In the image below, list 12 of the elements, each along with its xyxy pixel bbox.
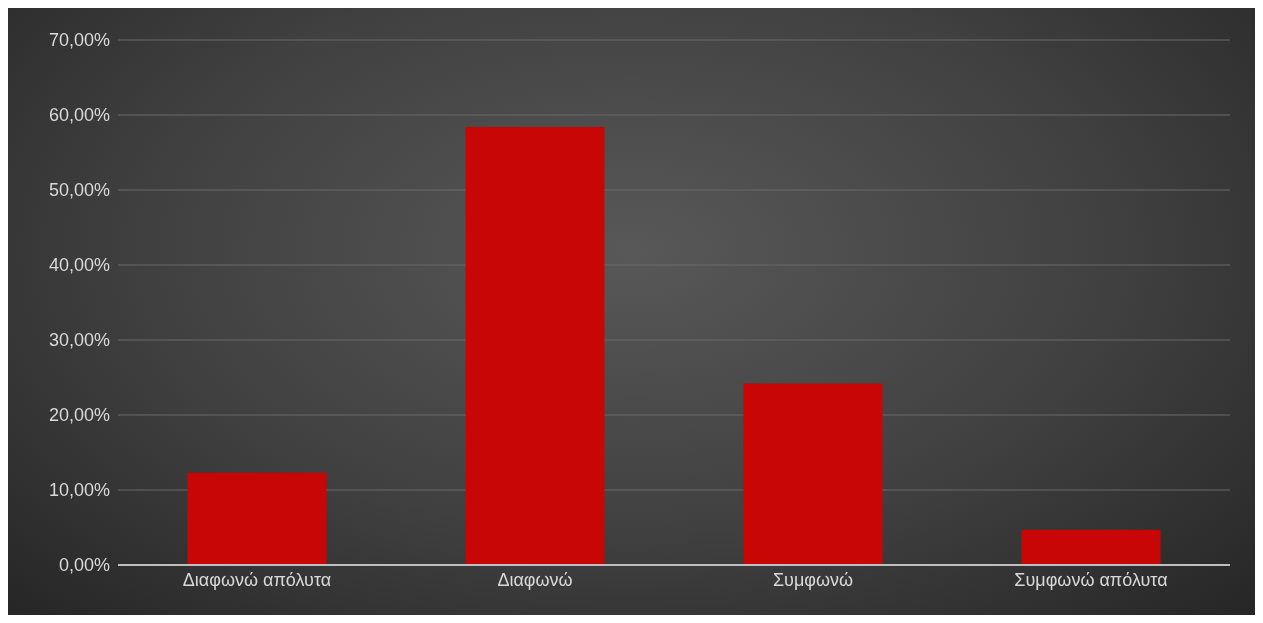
x-tick-label: Διαφωνώ απόλυτα	[182, 569, 332, 590]
y-tick-label: 70,00%	[48, 30, 110, 51]
y-tick-label: 30,00%	[48, 330, 110, 351]
x-tick-label: Συμφωνώ απόλυτα	[1014, 569, 1168, 590]
y-tick-label: 50,00%	[48, 180, 110, 201]
x-tick-label: Συμφωνώ	[772, 569, 854, 590]
y-tick-label: 20,00%	[48, 405, 110, 426]
y-tick-label: 0,00%	[58, 555, 110, 576]
y-tick-label: 10,00%	[48, 480, 110, 501]
x-tick-label: Διαφωνώ	[497, 569, 573, 590]
y-tick-label: 60,00%	[48, 105, 110, 126]
y-tick-label: 40,00%	[48, 255, 110, 276]
